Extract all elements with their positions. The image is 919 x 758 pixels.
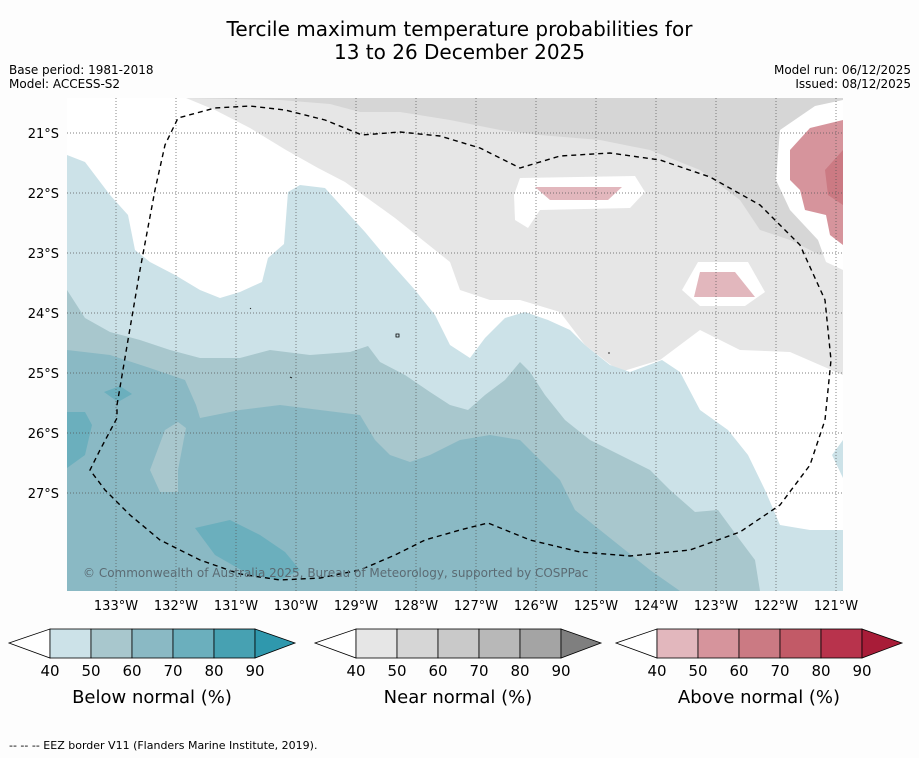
- colorbar-swatch: [697, 628, 740, 659]
- above-normal-40-region-a: [535, 187, 622, 200]
- lat-label: 22°S: [28, 187, 59, 202]
- colorbar-lower-arrow: [313, 628, 357, 659]
- above-normal-50-region: [825, 150, 843, 205]
- model-run: Model run: 06/12/2025: [773, 63, 911, 77]
- lat-label: 26°S: [28, 427, 59, 442]
- colorbar-below-normal: 40 50 60 70 80 90 Below normal (%): [7, 628, 297, 708]
- lon-label: 125°W: [574, 599, 618, 614]
- issued-date: Issued: 08/12/2025: [795, 77, 911, 91]
- colorbar-swatch: [779, 628, 822, 659]
- map-area: © Commonwealth of Australia 2025, Bureau…: [67, 98, 843, 591]
- colorbar-tick: 70: [163, 662, 182, 680]
- colorbar-tick: 50: [688, 662, 707, 680]
- colorbar-tick: 60: [122, 662, 141, 680]
- base-period: Base period: 1981-2018: [9, 63, 154, 77]
- near-normal-40-region: [186, 98, 843, 375]
- colorbar-swatch: [396, 628, 439, 659]
- colorbar-tick: 60: [729, 662, 748, 680]
- lon-label: 122°W: [754, 599, 798, 614]
- lon-label: 133°W: [94, 599, 138, 614]
- colorbar-tick: 60: [428, 662, 447, 680]
- lat-label: 21°S: [28, 127, 59, 142]
- lon-label: 130°W: [274, 599, 318, 614]
- above-normal-40-region-b: [694, 272, 755, 297]
- colorbar-swatch: [213, 628, 256, 659]
- colorbar-swatch: [437, 628, 480, 659]
- colorbar-swatch: [519, 628, 562, 659]
- colorbar-title: Near normal (%): [384, 687, 533, 708]
- above-normal-40-region-c: [790, 120, 843, 245]
- lon-label: 123°W: [694, 599, 738, 614]
- lon-label: 124°W: [634, 599, 678, 614]
- copyright-notice: © Commonwealth of Australia 2025, Bureau…: [83, 566, 588, 580]
- colorbar-upper-arrow: [560, 628, 603, 659]
- eez-legend-footer: -- -- -- EEZ border V11 (Flanders Marine…: [9, 739, 318, 752]
- longitude-labels: 133°W 132°W 131°W 130°W 129°W 128°W 127°…: [94, 599, 858, 614]
- colorbar-lower-arrow: [7, 628, 51, 659]
- colorbar-tick: 70: [469, 662, 488, 680]
- lat-label: 24°S: [28, 307, 59, 322]
- colorbar-tick: 90: [551, 662, 570, 680]
- colorbar-tick: 40: [346, 662, 365, 680]
- title-line-1: Tercile maximum temperature probabilitie…: [226, 17, 693, 41]
- lon-label: 129°W: [334, 599, 378, 614]
- below-normal-70-region-c: [195, 520, 300, 580]
- colorbar-swatch: [355, 628, 398, 659]
- lon-label: 128°W: [394, 599, 438, 614]
- colorbar-swatch: [90, 628, 133, 659]
- colorbar-swatch: [656, 628, 699, 659]
- colorbar-tick: 40: [647, 662, 666, 680]
- islands: [249, 307, 610, 379]
- colorbar-tick: 70: [770, 662, 789, 680]
- colorbar-tick: 90: [852, 662, 871, 680]
- colorbar-tick: 80: [204, 662, 223, 680]
- below-normal-50-patch: [150, 422, 186, 492]
- title-line-2: 13 to 26 December 2025: [333, 40, 585, 64]
- map-title: Tercile maximum temperature probabilitie…: [0, 18, 919, 64]
- colorbar-upper-arrow: [254, 628, 297, 659]
- colorbar-title: Above normal (%): [678, 687, 840, 708]
- lon-label: 126°W: [514, 599, 558, 614]
- colorbar-lower-arrow: [614, 628, 658, 659]
- colorbar-above-normal: 40 50 60 70 80 90 Above normal (%): [614, 628, 904, 708]
- colorbar-tick: 50: [387, 662, 406, 680]
- map-grid: [67, 98, 843, 591]
- colorbar-upper-arrow: [861, 628, 904, 659]
- colorbar-title: Below normal (%): [72, 687, 232, 708]
- below-normal-70-region: [67, 412, 92, 468]
- model-name: Model: ACCESS-S2: [9, 77, 121, 91]
- colorbar-near-normal: 40 50 60 70 80 90 Near normal (%): [313, 628, 603, 708]
- lon-label: 131°W: [214, 599, 258, 614]
- colorbar-swatch: [820, 628, 863, 659]
- colorbar-tick: 80: [811, 662, 830, 680]
- below-normal-40-region-b: [832, 440, 843, 478]
- lon-label: 121°W: [814, 599, 858, 614]
- metadata-right: Model run: 06/12/2025 Issued: 08/12/2025: [774, 63, 911, 91]
- colorbar-tick: 40: [40, 662, 59, 680]
- colorbar-tick: 50: [81, 662, 100, 680]
- lat-label: 25°S: [28, 367, 59, 382]
- lat-label: 23°S: [28, 247, 59, 262]
- metadata-left: Base period: 1981-2018 Model: ACCESS-S2: [9, 63, 154, 91]
- colorbar-swatch: [49, 628, 92, 659]
- colorbar-swatch: [738, 628, 781, 659]
- colorbar-tick: 80: [510, 662, 529, 680]
- below-normal-70-region-b: [104, 386, 132, 402]
- colorbar-swatch: [478, 628, 521, 659]
- lon-label: 127°W: [454, 599, 498, 614]
- eez-border: [89, 105, 832, 581]
- colorbar-swatch: [131, 628, 174, 659]
- latitude-labels: 21°S 22°S 23°S 24°S 25°S 26°S 27°S: [28, 127, 59, 502]
- lat-label: 27°S: [28, 487, 59, 502]
- near-normal-50-region: [186, 98, 843, 255]
- colorbar-swatch: [172, 628, 215, 659]
- lon-label: 132°W: [154, 599, 198, 614]
- colorbar-tick: 90: [245, 662, 264, 680]
